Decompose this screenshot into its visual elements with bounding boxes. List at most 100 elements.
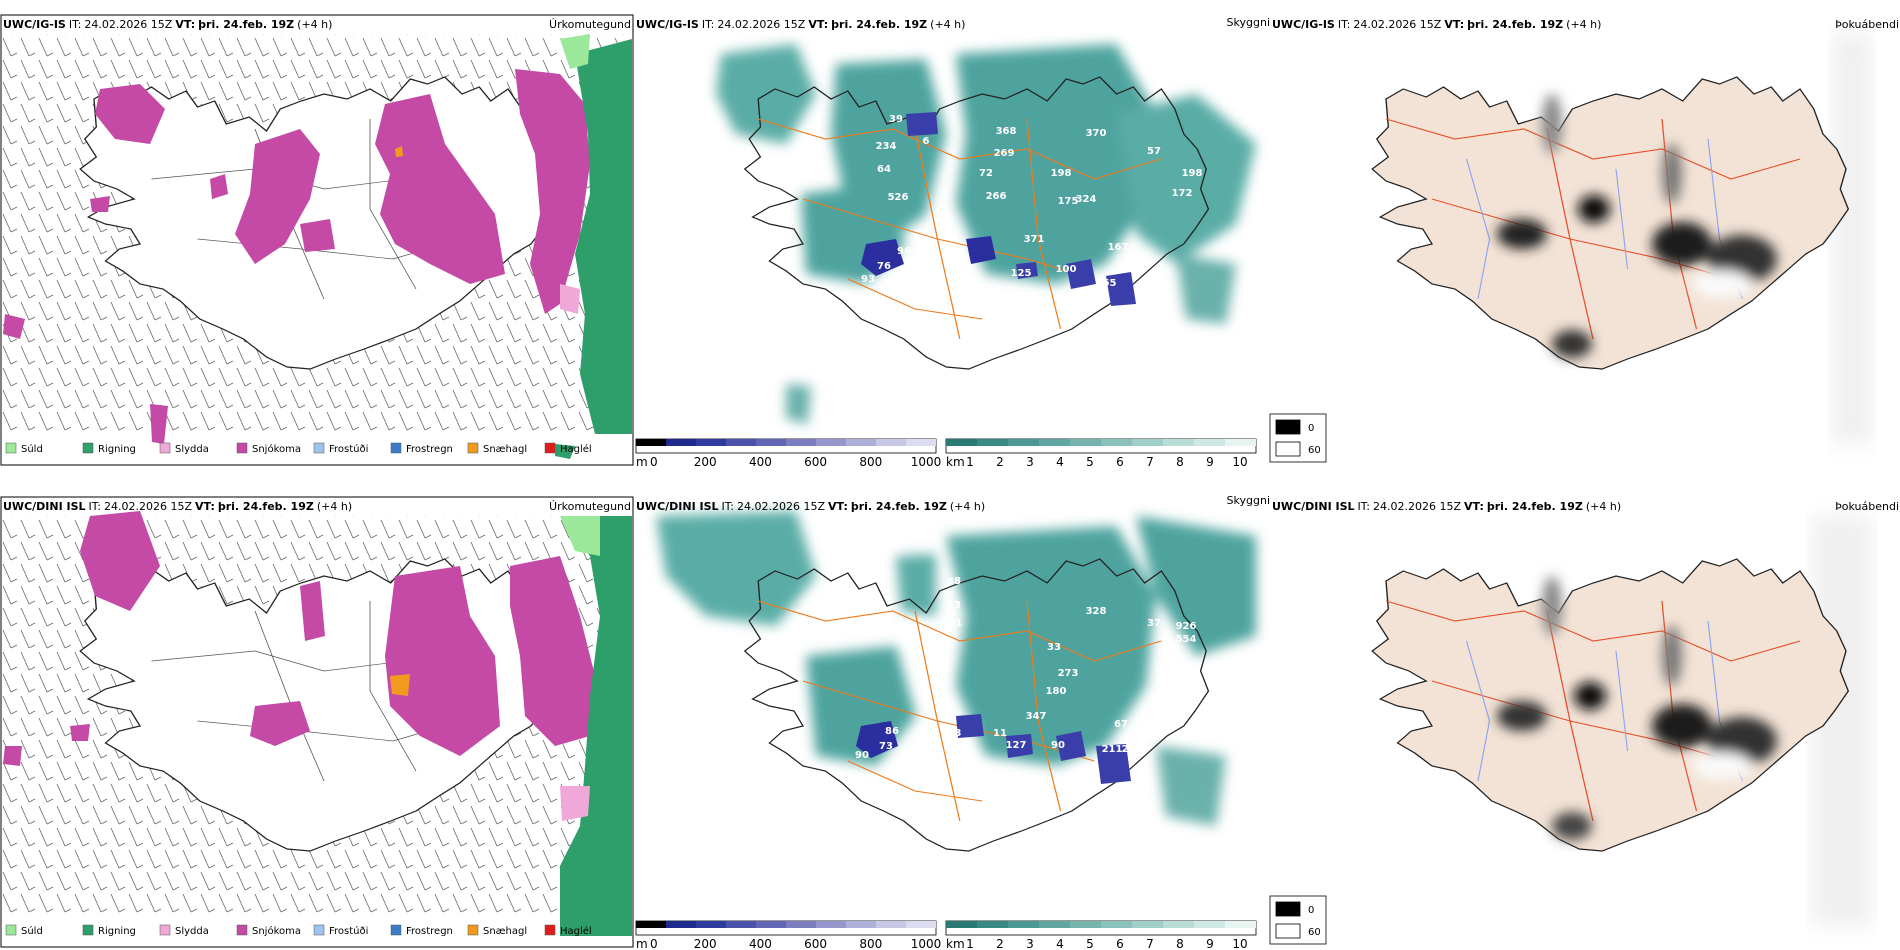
visibility-label: 133 [941,728,962,739]
visibility-label: 211 [1102,744,1123,755]
scale-swatch [756,921,786,928]
scale-tick: 5 [1086,455,1094,469]
legend-swatch [236,924,248,936]
panel-header: UWC/DINI ISL IT: 24.02.2026 15Z VT: þri. 24.… [1272,500,1621,513]
scale-swatch [1163,439,1194,446]
panel-title: Úrkomutegund [549,500,631,513]
legend-label: Haglél [560,443,592,455]
fog-legend-swatch [1275,923,1301,939]
legend-swatch [82,924,94,936]
legend-label: Rigning [98,926,136,937]
visibility-label: 180 [1046,686,1067,697]
scale-swatch [977,921,1008,928]
visibility-scale: km 1 2 3 4 5 6 7 8 9 10 [945,438,1257,469]
legend-label: Haglél [560,925,592,937]
scale-swatch [1039,921,1070,928]
visibility-label: 554 [1176,634,1197,645]
fog-legend-label: 0 [1308,905,1314,916]
visibility-labels: 88 13 301 328 33 273 180 347 37 926 554 86 73 90 133 11… [855,576,1196,895]
visibility-label: 370 [1086,128,1107,139]
visibility-label: 347 [1026,711,1047,722]
scale-swatch [1008,439,1039,446]
scale-swatch [846,439,876,446]
scale-swatch [1225,439,1256,446]
scale-tick: 2 [996,455,1004,469]
scale-swatch [946,439,977,446]
visibility-label: 11 [993,728,1007,739]
visibility-label: 102 [916,243,937,254]
legend-swatch [82,442,94,454]
scale-swatch [906,439,936,446]
visibility-label: 125 [1011,268,1032,279]
fog-legend-label: 0 [1308,423,1314,434]
scale-swatch [636,921,666,928]
visibility-label: 67 [1114,719,1128,730]
scale-swatch [876,439,906,446]
visibility-label: 198 [1051,168,1072,179]
visibility-label: 127 [1006,740,1027,751]
scale-swatch [816,921,846,928]
fog-legend-label: 60 [1308,445,1321,456]
visibility-label: 73 [879,741,893,752]
visibility-label: 72 [979,168,993,179]
fog-legend: 0 60 [1269,413,1327,463]
scale-tick: 6 [1116,937,1124,950]
visibility-label: 926 [1176,621,1197,632]
scale-swatch [846,921,876,928]
legend-swatch [544,924,556,936]
scale-swatch [1132,439,1163,446]
visibility-label: 57 [1147,146,1161,157]
scale-tick: 200 [694,455,717,469]
visibility-label: 172 [1172,188,1193,199]
visibility-label: 88 [947,576,961,587]
legend-swatch [544,442,556,454]
visibility-label: 39 [889,114,903,125]
panel-visibility-1: 3923464526636826972266370198324175371571… [635,16,1327,469]
panel-fog-index-1: UWC/IG-IS IT: 24.02.2026 15Z VT: þri. 24.feb… [1272,18,1899,444]
visibility-label: 76 [877,261,891,272]
legend-swatch [5,442,17,454]
precip-legend: Súld Rigning Slydda Snjókoma Frostúði Frostre… [5,924,592,937]
legend-label: Rigning [98,444,136,455]
legend-label: Frostregn [406,926,453,937]
scale-tick: 600 [804,455,827,469]
low-visibility-spots [856,714,1131,784]
legend-label: Súld [21,443,43,455]
scale-tick: 800 [859,455,882,469]
scale-unit: km [946,937,965,950]
legend-swatch [467,442,479,454]
rain-area [395,34,632,459]
legend-label: Slydda [175,444,209,455]
visibility-label: 198 [1182,168,1203,179]
visibility-scale: km 1 2 3 4 5 6 7 8 9 10 [945,920,1257,950]
scale-swatch [816,439,846,446]
scale-swatch [1070,439,1101,446]
scale-tick: 9 [1206,455,1214,469]
scale-tick: 200 [694,937,717,950]
legend-swatch [313,924,325,936]
legend-label: Snjókoma [252,925,301,937]
visibility-label: 269 [994,148,1015,159]
scale-tick: 1 [966,455,974,469]
legend-label: Snjókoma [252,443,301,455]
cloud-field [716,44,1256,424]
legend-label: Snæhagl [483,444,527,455]
visibility-label: 296 [921,754,942,765]
visibility-label: 33 [1047,642,1061,653]
scale-tick: 4 [1056,937,1064,950]
panel-precip-type-1: UWC/IG-IS IT: 24.02.2026 15Z VT: þri. 24.feb… [0,14,634,466]
scale-swatch [1194,439,1225,446]
fog-dark-areas [1497,94,1777,358]
panel-title: Skyggni [1227,16,1270,29]
visibility-label: 167 [1108,242,1129,253]
legend-swatch [159,924,171,936]
snow-areas [3,511,595,766]
visibility-label: 100 [1056,264,1077,275]
scale-swatch [1132,921,1163,928]
panel-header: UWC/IG-IS IT: 24.02.2026 15Z VT: þri. 24.feb… [1272,18,1601,31]
panel-title: Úrkomutegund [549,18,631,31]
scale-swatch [946,921,977,928]
visibility-label: 328 [1086,606,1107,617]
